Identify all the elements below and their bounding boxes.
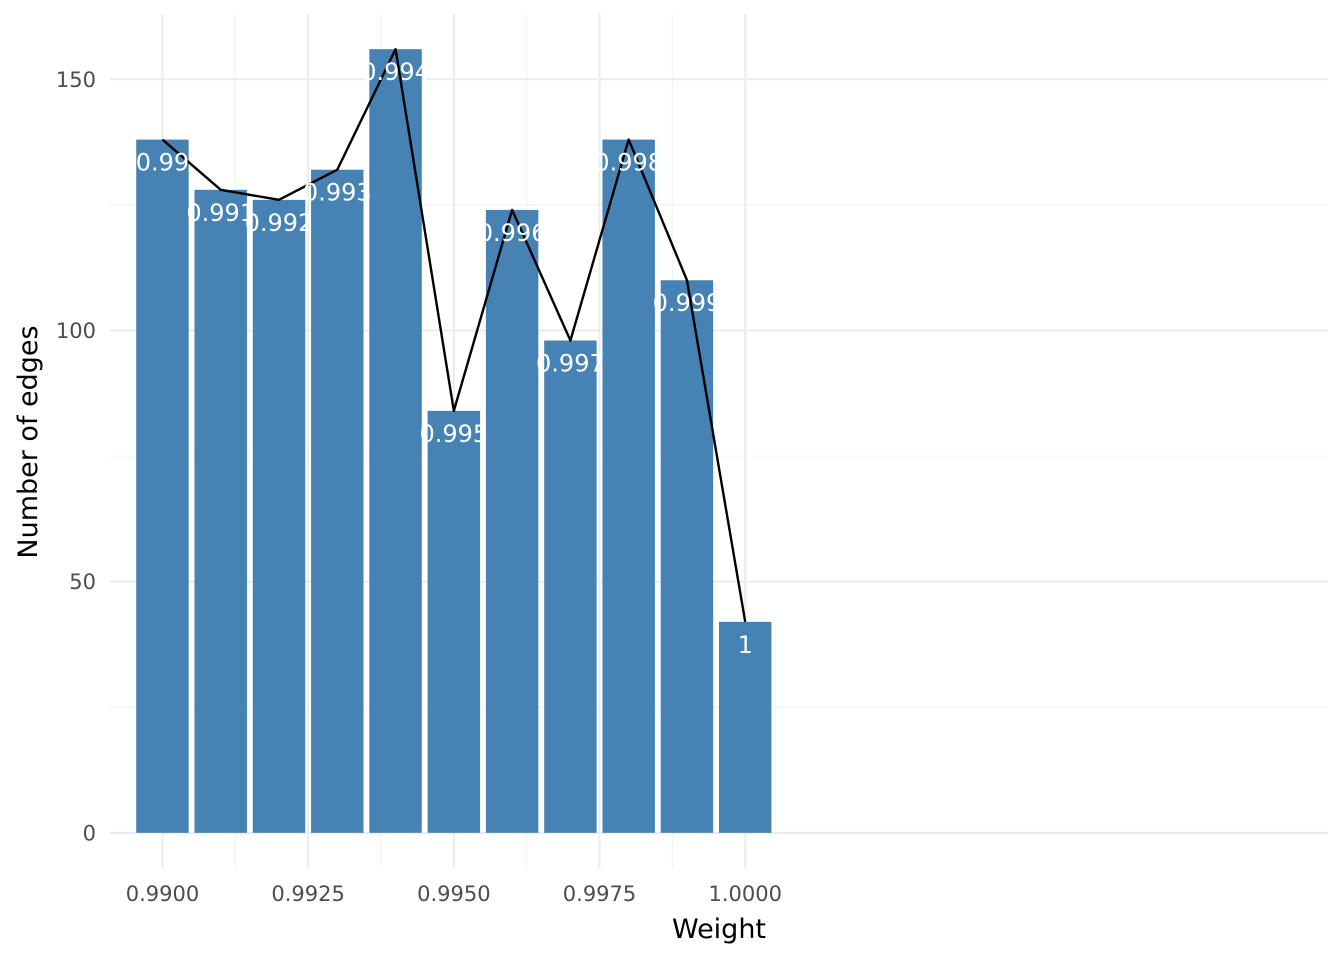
x-tick-label: 0.9900 bbox=[126, 882, 199, 906]
y-axis-title: Number of edges bbox=[13, 325, 44, 558]
bar bbox=[660, 280, 714, 833]
bar bbox=[485, 209, 539, 833]
bar-value-label: 0.997 bbox=[536, 350, 605, 378]
bar bbox=[602, 139, 655, 833]
bar bbox=[427, 410, 481, 833]
bar-value-label: 1 bbox=[738, 631, 753, 659]
bars bbox=[136, 49, 772, 833]
bar-value-label: 0.994 bbox=[361, 58, 430, 86]
bar-value-label: 0.999 bbox=[653, 289, 722, 317]
trend-line bbox=[161, 47, 747, 623]
bar-value-label: 0.998 bbox=[594, 149, 663, 177]
bar bbox=[311, 169, 364, 833]
y-tick-label: 50 bbox=[69, 570, 96, 594]
y-tick-label: 0 bbox=[83, 821, 96, 845]
x-tick-label: 0.9950 bbox=[417, 882, 490, 906]
x-tick-label: 1.0000 bbox=[708, 882, 781, 906]
axis-ticks: 0.9900 0.9925 0.9950 0.9975 1.0000 0 50 100 150 bbox=[56, 68, 782, 906]
bar-value-label: 0.992 bbox=[245, 209, 314, 237]
bar-value-label: 0.995 bbox=[419, 420, 488, 448]
trend-line-layer bbox=[161, 47, 747, 623]
bar bbox=[136, 139, 189, 833]
y-tick-label: 150 bbox=[56, 68, 96, 92]
x-tick-label: 0.9925 bbox=[271, 882, 344, 906]
bar bbox=[252, 199, 306, 833]
x-axis-title: Weight bbox=[672, 914, 766, 945]
bar-value-label: 0.993 bbox=[303, 179, 372, 207]
y-tick-label: 100 bbox=[56, 319, 96, 343]
bar bbox=[194, 189, 247, 833]
bar-value-label: 0.996 bbox=[478, 219, 547, 247]
x-tick-label: 0.9975 bbox=[563, 882, 636, 906]
bar bbox=[544, 340, 597, 833]
bar bbox=[369, 49, 422, 833]
bar-value-label: 0.991 bbox=[186, 199, 255, 227]
bar bbox=[719, 621, 772, 833]
bar-value-label: 0.99 bbox=[136, 149, 189, 177]
